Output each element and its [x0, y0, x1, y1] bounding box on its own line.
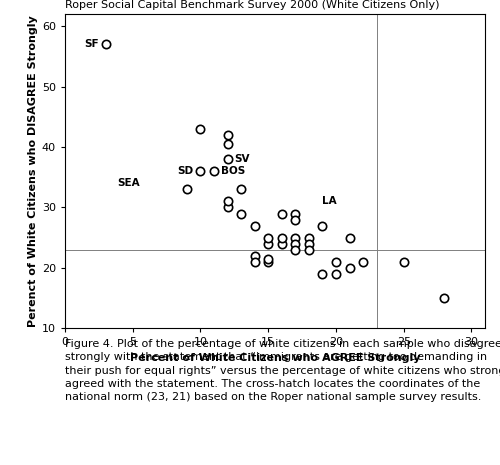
Y-axis label: Perenct of White Citizens who DISAGREE Strongly: Perenct of White Citizens who DISAGREE S…	[28, 15, 38, 327]
Text: Figure 4. Plot of the percentage of white citizens in each sample who disagreed
: Figure 4. Plot of the percentage of whit…	[65, 339, 500, 402]
Text: SEA: SEA	[117, 178, 140, 188]
Text: BOS: BOS	[221, 166, 245, 176]
Text: SD: SD	[178, 166, 194, 176]
Text: Agree/Disagree: Immigrants too demanding for equal rights
Roper Social Capital B: Agree/Disagree: Immigrants too demanding…	[65, 0, 440, 10]
Text: SV: SV	[234, 154, 250, 164]
X-axis label: Percent of White Citizens who AGREE Strongly: Percent of White Citizens who AGREE Stro…	[130, 353, 420, 363]
Text: SF: SF	[84, 39, 99, 49]
Text: LA: LA	[322, 196, 337, 206]
